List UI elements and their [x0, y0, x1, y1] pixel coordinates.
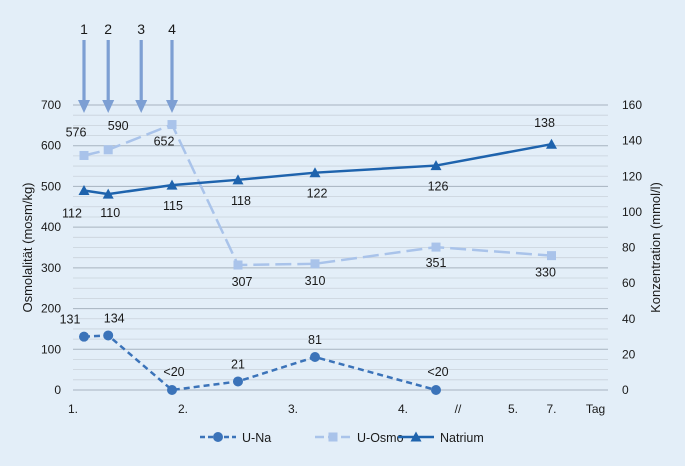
legend-marker [410, 431, 422, 442]
data-label: <20 [163, 365, 184, 379]
left-tick-label: 0 [54, 383, 61, 397]
data-point-u-osmo [103, 145, 113, 155]
left-tick-label: 600 [41, 139, 61, 153]
right-tick-label: 140 [622, 134, 642, 148]
left-tick-label: 100 [41, 342, 61, 356]
data-label: 81 [308, 333, 322, 347]
x-tick-label: Tag [586, 402, 605, 416]
arrow-label: 3 [137, 21, 145, 37]
grid [73, 104, 608, 391]
data-point-u-na [233, 376, 243, 387]
data-point-u-na [310, 352, 320, 363]
data-label: <20 [427, 365, 448, 379]
data-label: 576 [66, 125, 87, 139]
data-label: 126 [428, 180, 449, 194]
legend-label: U-Na [242, 431, 271, 445]
y-axis-label-right: Konzentration (mmol/l) [648, 182, 663, 313]
arrow-label: 4 [168, 21, 176, 37]
legend-label: Natrium [440, 431, 484, 445]
legend-marker [213, 432, 223, 442]
data-label: 351 [426, 256, 447, 270]
data-label: 115 [163, 199, 183, 213]
data-point-natrium [102, 188, 114, 199]
data-label: 134 [104, 311, 125, 325]
left-tick-label: 400 [41, 220, 61, 234]
arrow-label: 2 [104, 21, 112, 37]
data-label: 110 [100, 206, 120, 220]
right-tick-label: 120 [622, 169, 642, 183]
series-line-u-na [83, 334, 437, 392]
data-point-u-osmo [79, 150, 89, 160]
axes: 0 100 200 300 400 500 600 700 0 20 40 60 80 100 120 140… [20, 98, 663, 416]
data-label: 21 [231, 357, 245, 371]
left-tick-label: 700 [41, 98, 61, 112]
right-tick-label: 160 [622, 98, 642, 112]
right-tick-label: 80 [622, 241, 636, 255]
data-label: 122 [307, 187, 328, 201]
data-point-natrium [232, 174, 244, 185]
data-point-natrium [430, 160, 442, 171]
left-tick-label: 300 [41, 261, 61, 275]
data-point-u-osmo [547, 251, 556, 261]
data-point-u-osmo [310, 259, 320, 269]
data-label: 590 [108, 119, 129, 133]
right-tick-label: 40 [622, 312, 636, 326]
x-tick-label: 7. [546, 402, 556, 416]
left-tick-label: 200 [41, 302, 61, 316]
right-tick-label: 100 [622, 205, 642, 219]
data-point-u-osmo [167, 120, 177, 130]
data-point-natrium [78, 185, 90, 195]
data-label: 307 [232, 275, 253, 289]
data-point-natrium [166, 179, 178, 190]
x-tick-label: 4. [398, 402, 408, 416]
legend: U-Na U-Osmo Natrium [200, 431, 484, 445]
x-tick-label: 5. [508, 402, 518, 416]
data-point-natrium [309, 167, 321, 178]
x-tick-label: 3. [288, 402, 298, 416]
arrow-head [166, 100, 178, 113]
y-axis-label-left: Osmolalität (mosm/kg) [20, 182, 35, 312]
data-label: 138 [534, 116, 555, 130]
data-label: 112 [62, 207, 82, 221]
data-point-u-na [79, 331, 89, 342]
data-label: 310 [305, 274, 326, 288]
data-labels: 131 134 <20 21 81 <20 576 590 652 307 310 351 330 112… [60, 116, 556, 379]
data-label: 118 [231, 194, 251, 208]
data-label: 330 [535, 266, 556, 280]
arrow-head [135, 100, 148, 113]
series [78, 120, 557, 395]
data-label: 652 [154, 135, 175, 149]
data-label: 131 [60, 313, 81, 327]
legend-marker [328, 432, 338, 442]
data-point-u-na [103, 330, 114, 341]
right-tick-label: 60 [622, 276, 636, 290]
arrow-head [78, 100, 90, 113]
right-tick-label: 0 [622, 383, 629, 397]
x-tick-label: 2. [178, 402, 188, 416]
arrow-head [102, 100, 115, 113]
data-point-u-na [431, 385, 441, 395]
legend-label: U-Osmo [357, 431, 404, 445]
x-tick-label: 1. [68, 402, 78, 416]
arrow-label: 1 [80, 21, 88, 37]
data-point-natrium [546, 138, 557, 149]
data-point-u-osmo [431, 242, 441, 252]
right-tick-label: 20 [622, 347, 636, 361]
x-tick-label: // [455, 402, 462, 416]
data-point-u-na [167, 385, 177, 395]
left-tick-label: 500 [41, 179, 61, 193]
data-point-u-osmo [233, 260, 243, 270]
